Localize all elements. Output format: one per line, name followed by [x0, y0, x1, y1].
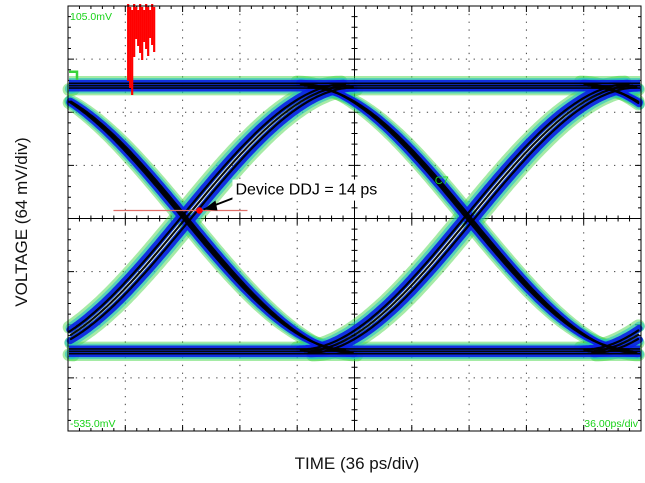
eye-falling-edge: [301, 84, 629, 350]
readout-bottom-right: 36.00ps/div: [584, 418, 638, 430]
x-axis-label: TIME (36 ps/div): [295, 454, 420, 474]
ddj-marker-dot: [196, 207, 202, 213]
channel-marker-label: C7: [435, 175, 449, 187]
grid: [68, 6, 641, 431]
readout-top-left: 105.0mV: [70, 11, 112, 23]
ddj-annotation: Device DDJ = 14 ps: [235, 182, 377, 199]
eye-falling-edge: [309, 88, 637, 354]
y-axis-label: VOLTAGE (64 mV/div): [12, 137, 32, 306]
readout-bottom-left: -535.0mV: [70, 418, 116, 430]
